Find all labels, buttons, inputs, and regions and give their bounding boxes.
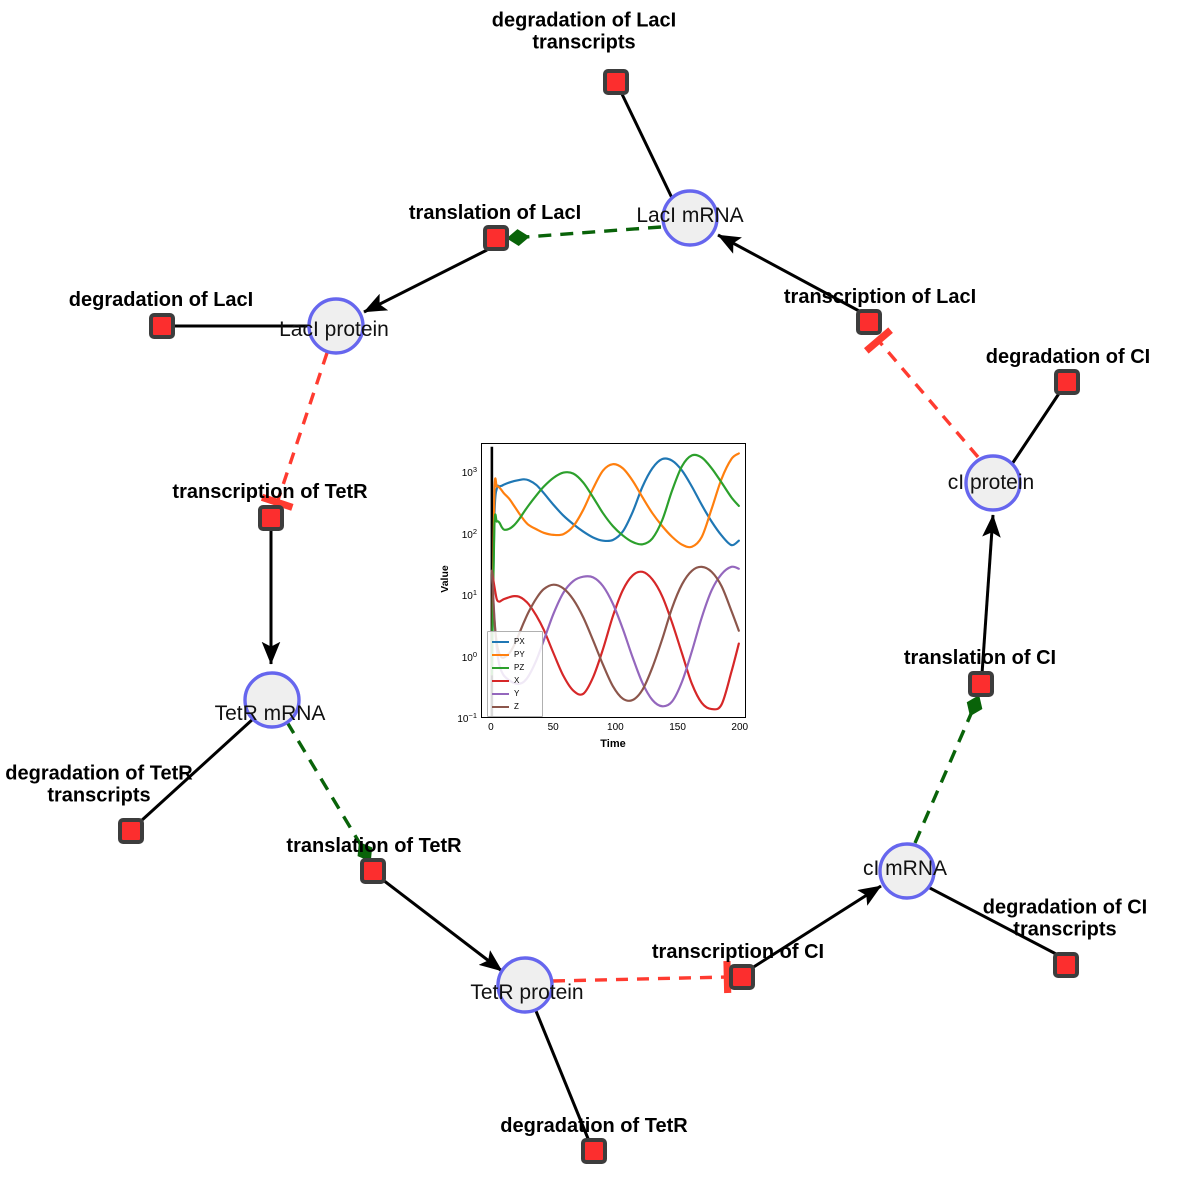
reaction-label-translation-ci: translation of CI <box>903 646 1057 669</box>
chart-legend-swatch <box>492 692 509 695</box>
edge-translation-tetr-to-tetr-protein <box>382 878 503 973</box>
chart-legend-label: PX <box>514 636 525 646</box>
species-node-laci-protein <box>307 297 365 355</box>
chart-y-tick: 102 <box>461 526 477 541</box>
chart-y-tick: 103 <box>461 465 477 480</box>
solid-reaction-edges <box>139 91 1062 1142</box>
reaction-label-deg-tetr: degradation of TetR <box>500 1114 688 1137</box>
chart-legend-label: Y <box>514 688 520 698</box>
edge-ci-protein-to-deg-ci <box>1010 391 1062 465</box>
edge-laci-mrna-catalyses-translation <box>506 225 662 247</box>
chart-legend-label: Z <box>514 701 519 711</box>
reaction-label-deg-laci: degradation of LacI <box>68 288 254 311</box>
edge-tetr-protein-inhibits-transcription-ci <box>552 960 732 994</box>
chart-legend-swatch <box>492 666 509 669</box>
reaction-label-transcription-tetr: transcription of TetR <box>172 480 368 503</box>
reaction-node-deg-ci-transcripts <box>1053 952 1079 978</box>
reaction-label-translation-tetr: translation of TetR <box>286 834 462 857</box>
edge-ci-protein-inhibits-transcription-laci <box>863 327 980 459</box>
species-node-tetr-mrna <box>243 671 301 729</box>
edge-transcription-ci-to-ci-mrna <box>751 884 882 970</box>
inhibition-edges <box>260 327 980 994</box>
species-nodes[interactable] <box>243 189 1022 1014</box>
edge-tetr-protein-to-deg-tetr <box>534 1010 591 1142</box>
embedded-timecourse-chart: Value Time 10−1 100 101 102 103 0 50 100 150 200… <box>439 435 773 760</box>
chart-legend-label: X <box>514 675 520 685</box>
species-node-laci-mrna <box>661 189 719 247</box>
species-node-tetr-protein <box>496 956 554 1014</box>
chart-legend-swatch <box>492 679 509 682</box>
chart-legend-item: Y <box>492 687 538 700</box>
reaction-label-translation-laci: translation of LacI <box>408 201 582 224</box>
edge-tetr-mrna-to-deg-transcripts <box>139 717 255 823</box>
chart-legend-swatch <box>492 705 509 708</box>
chart-legend-item: PX <box>492 635 538 648</box>
edge-transcription-laci-to-laci-mrna <box>717 233 862 314</box>
reaction-label-transcription-ci: transcription of CI <box>651 940 825 963</box>
chart-series-x <box>490 569 740 711</box>
chart-x-tick: 50 <box>547 722 559 733</box>
reaction-node-deg-laci-transcripts <box>603 69 629 95</box>
chart-legend-swatch <box>492 653 509 656</box>
chart-legend-item: X <box>492 674 538 687</box>
edge-laci-protein-inhibits-transcription-tetr <box>260 352 329 511</box>
reaction-label-deg-tetr-transcripts: degradation of TetR transcripts <box>5 762 193 807</box>
chart-legend-item: PY <box>492 648 538 661</box>
edge-translation-laci-to-laci-protein <box>363 248 488 314</box>
chart-legend-label: PZ <box>514 662 525 672</box>
chart-x-tick: 0 <box>488 722 494 733</box>
chart-series-px <box>490 457 740 676</box>
chart-legend-swatch <box>492 640 509 643</box>
edge-laci-mrna-to-deg-transcripts <box>619 91 674 199</box>
chart-series-pz <box>490 453 740 676</box>
edge-ci-mrna-catalyses-translation <box>913 695 983 844</box>
chart-x-tick: 100 <box>607 722 624 733</box>
chart-series-py <box>490 452 740 676</box>
reaction-label-deg-ci: degradation of CI <box>985 345 1151 368</box>
chart-y-axis-label: Value <box>439 565 451 593</box>
chart-y-tick: 100 <box>461 649 477 664</box>
reaction-nodes[interactable] <box>118 69 1080 1164</box>
reaction-label-deg-ci-transcripts: degradation of CI transcripts <box>982 896 1148 941</box>
catalysis-edges <box>285 225 983 862</box>
edge-tetr-mrna-catalyses-translation <box>285 721 373 862</box>
reaction-node-deg-tetr-transcripts <box>118 818 144 844</box>
chart-y-tick: 10−1 <box>457 710 477 726</box>
chart-legend: PX PY PZ X Y Z <box>487 631 543 717</box>
chart-x-axis-label: Time <box>600 738 626 750</box>
reaction-node-translation-ci <box>968 671 994 697</box>
reaction-node-transcription-laci <box>856 309 882 335</box>
chart-x-tick: 150 <box>669 722 686 733</box>
reaction-label-deg-laci-transcripts: degradation of LacI transcripts <box>491 9 677 54</box>
edge-translation-ci-to-ci-protein <box>980 514 1001 675</box>
reaction-node-deg-laci <box>149 313 175 339</box>
chart-y-tick: 101 <box>461 587 477 603</box>
reaction-node-translation-laci <box>483 225 509 251</box>
chart-legend-item: Z <box>492 700 538 713</box>
chart-legend-item: PZ <box>492 661 538 674</box>
reaction-label-transcription-laci: transcription of LacI <box>783 285 977 308</box>
edge-ci-mrna-to-deg-transcripts <box>925 884 1059 957</box>
reaction-node-transcription-tetr <box>258 505 284 531</box>
species-node-ci-protein <box>964 454 1022 512</box>
reaction-node-deg-ci <box>1054 369 1080 395</box>
species-node-ci-mrna <box>878 842 936 900</box>
reaction-node-transcription-ci <box>729 964 755 990</box>
reaction-node-deg-tetr <box>581 1138 607 1164</box>
reaction-node-translation-tetr <box>360 858 386 884</box>
chart-x-tick: 200 <box>731 722 749 733</box>
chart-legend-label: PY <box>514 649 525 659</box>
